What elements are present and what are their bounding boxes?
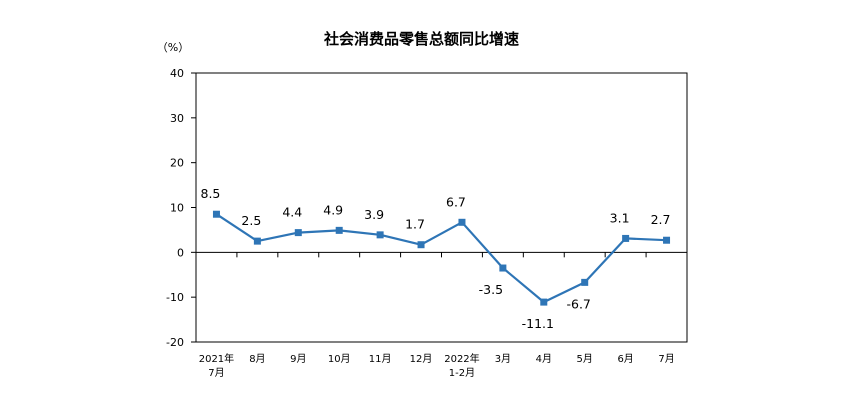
y-tick-label: 30 — [170, 112, 184, 125]
data-point — [581, 278, 589, 286]
x-tick-label: 11月 — [369, 353, 392, 365]
y-axis-unit: （%） — [157, 41, 189, 54]
x-tick-label: 4月 — [536, 353, 552, 365]
data-point — [458, 218, 466, 226]
data-label: 1.7 — [405, 217, 425, 232]
y-tick-label: -10 — [166, 291, 184, 304]
data-label: 4.4 — [282, 205, 302, 220]
y-tick-label: 10 — [170, 202, 184, 215]
y-tick-label: -20 — [166, 336, 184, 349]
chart-title: 社会消费品零售总额同比增速 — [323, 30, 519, 48]
x-tick-label: 1-2月 — [449, 367, 475, 379]
x-tick-label: 10月 — [328, 353, 351, 365]
x-tick-label: 6月 — [617, 353, 633, 365]
data-point — [663, 236, 671, 244]
data-label: -6.7 — [567, 296, 591, 311]
y-tick-label: 20 — [170, 157, 184, 170]
data-point — [335, 226, 343, 234]
data-point — [499, 264, 507, 272]
plot-frame — [195, 72, 688, 343]
data-label: 2.7 — [651, 212, 671, 227]
y-tick-label: 0 — [177, 246, 184, 259]
data-label: 4.9 — [323, 202, 343, 217]
data-label: 8.5 — [201, 186, 221, 201]
data-point — [540, 298, 548, 306]
data-label: 3.9 — [364, 207, 384, 222]
data-label: 6.7 — [446, 194, 466, 209]
x-tick-label: 3月 — [495, 353, 511, 365]
x-tick-label: 8月 — [249, 353, 265, 365]
data-label: 2.5 — [241, 213, 261, 228]
data-point — [622, 234, 630, 242]
data-label: -11.1 — [522, 316, 554, 331]
data-label: -3.5 — [479, 282, 503, 297]
data-point — [294, 229, 302, 237]
x-tick-label: 5月 — [577, 353, 593, 365]
data-label: 3.1 — [610, 210, 630, 225]
series-line — [215, 213, 667, 304]
data-point — [417, 241, 425, 249]
data-point — [376, 231, 384, 239]
x-tick-label: 12月 — [410, 353, 433, 365]
x-tick-label: 7月 — [658, 353, 674, 365]
x-tick-label: 9月 — [290, 353, 306, 365]
x-tick-label: 2022年 — [444, 352, 479, 365]
y-tick-label: 40 — [170, 67, 184, 80]
data-point — [212, 210, 220, 218]
x-tick-label: 2021年 — [199, 352, 234, 365]
x-tick-label: 7月 — [208, 367, 224, 379]
data-point — [253, 237, 261, 245]
